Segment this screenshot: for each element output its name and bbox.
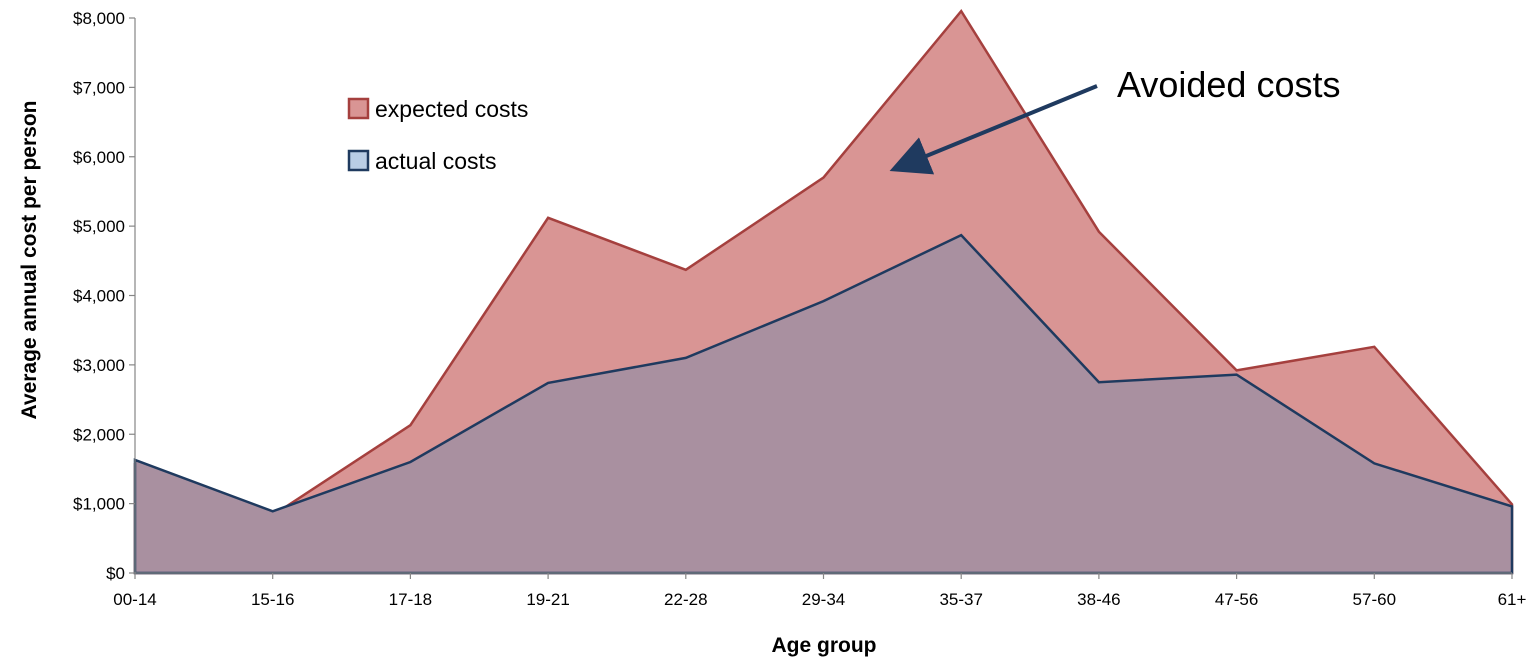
x-tick-label: 17-18 — [389, 590, 432, 609]
x-axis-title: Age group — [772, 634, 877, 657]
x-tick-label: 29-34 — [802, 590, 845, 609]
series-area-actual-costs — [133, 233, 1514, 575]
plot-areas — [133, 8, 1514, 575]
annotation-arrow — [889, 84, 1098, 175]
x-tick-label: 00-14 — [113, 590, 156, 609]
x-tick-label: 22-28 — [664, 590, 707, 609]
annotation-text: Avoided costs — [1117, 64, 1340, 105]
y-tick-label: $6,000 — [73, 148, 125, 167]
y-tick-label: $0 — [106, 564, 125, 583]
x-tick-label: 35-37 — [939, 590, 982, 609]
x-tick-labels: 00-14 15-16 17-18 19-21 22-28 29-34 35-37 38-46… — [113, 590, 1526, 609]
legend-label-expected-costs: expected costs — [375, 96, 528, 122]
x-tick-label: 57-60 — [1353, 590, 1396, 609]
x-tick-label: 19-21 — [526, 590, 569, 609]
legend-label-actual-costs: actual costs — [375, 148, 496, 174]
annotation: Avoided costs — [889, 64, 1340, 175]
legend: expected costs actual costs — [347, 96, 528, 174]
y-axis-title: Average annual cost per person — [18, 101, 41, 420]
y-tick-label: $7,000 — [73, 78, 125, 97]
y-tick-label: $2,000 — [73, 425, 125, 444]
x-tick-label: 38-46 — [1077, 590, 1120, 609]
y-tick-label: $4,000 — [73, 287, 125, 306]
y-tick-label: $8,000 — [73, 9, 125, 28]
y-tick-labels: $0 $1,000 $2,000 $3,000 $4,000 $5,000 $6,000 $7… — [73, 9, 125, 583]
legend-swatch-expected-costs — [347, 97, 370, 120]
x-tick-label: 47-56 — [1215, 590, 1258, 609]
x-tick-label: 61+ — [1498, 590, 1527, 609]
x-tick-label: 15-16 — [251, 590, 294, 609]
y-tick-label: $1,000 — [73, 495, 125, 514]
y-tick-label: $5,000 — [73, 217, 125, 236]
legend-swatch-actual-costs — [347, 149, 370, 172]
y-tick-label: $3,000 — [73, 356, 125, 375]
axes — [129, 17, 1513, 579]
